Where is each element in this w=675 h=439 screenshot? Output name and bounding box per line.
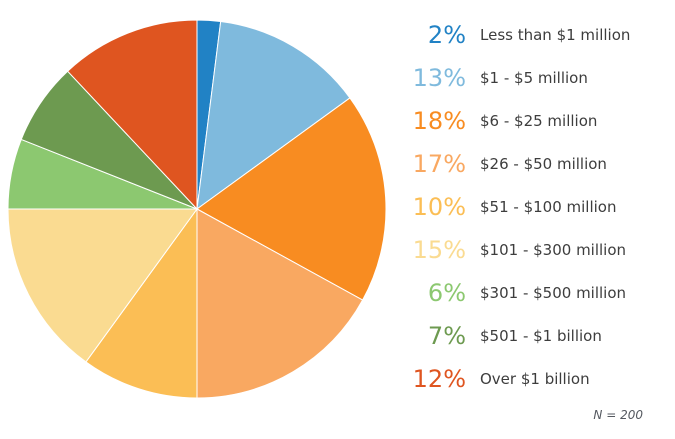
legend-row-4: 17% $26 - $50 million bbox=[410, 142, 670, 185]
pie-chart bbox=[7, 19, 387, 399]
legend-row-7: 6% $301 - $500 million bbox=[410, 271, 670, 314]
legend-row-8: 7% $501 - $1 billion bbox=[410, 314, 670, 357]
legend-percent: 7% bbox=[427, 321, 466, 350]
legend-percent: 2% bbox=[427, 20, 466, 49]
legend-label: $501 - $1 billion bbox=[480, 326, 602, 345]
legend: 2% Less than $1 million 13% $1 - $5 million… bbox=[410, 13, 670, 400]
legend-label: Over $1 billion bbox=[480, 369, 590, 388]
pie-svg bbox=[7, 19, 387, 399]
sample-size-note: N = 200 bbox=[593, 408, 643, 422]
legend-label: $1 - $5 million bbox=[480, 68, 588, 87]
pie-slice-5 bbox=[85, 208, 198, 399]
legend-label: Less than $1 million bbox=[480, 25, 631, 44]
legend-label: $26 - $50 million bbox=[480, 154, 607, 173]
legend-row-6: 15% $101 - $300 million bbox=[410, 228, 670, 271]
legend-percent: 15% bbox=[412, 235, 466, 264]
legend-row-2: 13% $1 - $5 million bbox=[410, 56, 670, 99]
legend-row-3: 18% $6 - $25 million bbox=[410, 99, 670, 142]
legend-row-5: 10% $51 - $100 million bbox=[410, 185, 670, 228]
legend-row-9: 12% Over $1 billion bbox=[410, 357, 670, 400]
legend-row-1: 2% Less than $1 million bbox=[410, 13, 670, 56]
legend-percent: 17% bbox=[412, 149, 466, 178]
pie-slice-9 bbox=[67, 19, 198, 210]
pie-slice-6 bbox=[7, 208, 198, 363]
legend-label: $51 - $100 million bbox=[480, 197, 617, 216]
pie-slice-4 bbox=[196, 208, 364, 399]
legend-percent: 12% bbox=[412, 364, 466, 393]
legend-percent: 10% bbox=[412, 192, 466, 221]
legend-label: $6 - $25 million bbox=[480, 111, 598, 130]
legend-percent: 18% bbox=[412, 106, 466, 135]
pie-slice-3 bbox=[196, 97, 387, 301]
pie-slice-2 bbox=[196, 20, 351, 210]
legend-percent: 6% bbox=[427, 278, 466, 307]
legend-label: $101 - $300 million bbox=[480, 240, 627, 259]
legend-percent: 13% bbox=[412, 63, 466, 92]
legend-label: $301 - $500 million bbox=[480, 283, 627, 302]
